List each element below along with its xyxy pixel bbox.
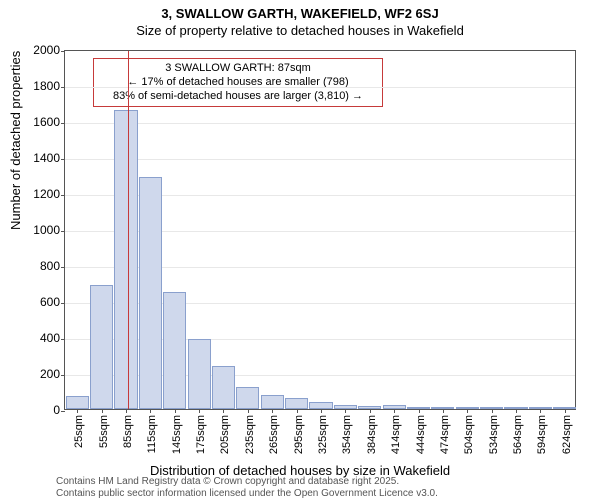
x-tick-label: 564sqm	[512, 415, 524, 454]
x-tick	[345, 409, 346, 413]
x-tick	[175, 409, 176, 413]
grid-line	[65, 123, 575, 124]
y-tick	[61, 411, 65, 412]
annotation-line1: 3 SWALLOW GARTH: 87sqm	[100, 62, 376, 76]
grid-line	[65, 159, 575, 160]
histogram-bar	[139, 177, 162, 409]
footer-line2: Contains public sector information licen…	[56, 488, 438, 500]
annotation-box: 3 SWALLOW GARTH: 87sqm ← 17% of detached…	[93, 58, 383, 107]
x-tick-label: 534sqm	[488, 415, 500, 454]
y-tick-label: 800	[20, 259, 60, 273]
footer-line1: Contains HM Land Registry data © Crown c…	[56, 476, 438, 488]
x-tick	[150, 409, 151, 413]
chart-title-sub: Size of property relative to detached ho…	[0, 21, 600, 38]
plot-area: 3 SWALLOW GARTH: 87sqm ← 17% of detached…	[64, 50, 576, 410]
histogram-bar	[212, 366, 235, 409]
x-tick	[394, 409, 395, 413]
x-tick	[297, 409, 298, 413]
y-tick-label: 1600	[20, 115, 60, 129]
x-tick-label: 624sqm	[561, 415, 573, 454]
x-tick-label: 145sqm	[171, 415, 183, 454]
chart-container: 3, SWALLOW GARTH, WAKEFIELD, WF2 6SJ Siz…	[0, 0, 600, 500]
x-tick	[321, 409, 322, 413]
marker-line	[128, 51, 129, 409]
histogram-bar	[66, 396, 89, 409]
x-tick	[126, 409, 127, 413]
y-tick	[61, 123, 65, 124]
x-tick-label: 25sqm	[73, 415, 85, 448]
x-tick-label: 235sqm	[244, 415, 256, 454]
x-tick-label: 504sqm	[463, 415, 475, 454]
x-tick-label: 55sqm	[98, 415, 110, 448]
histogram-bar	[90, 285, 113, 409]
histogram-bar	[261, 395, 284, 409]
annotation-line3: 83% of semi-detached houses are larger (…	[100, 90, 376, 104]
histogram-bar	[236, 387, 259, 409]
histogram-bar	[309, 402, 332, 409]
x-tick	[492, 409, 493, 413]
x-tick-label: 295sqm	[293, 415, 305, 454]
x-tick-label: 115sqm	[146, 415, 158, 453]
x-tick-label: 474sqm	[439, 415, 451, 454]
y-tick	[61, 231, 65, 232]
y-tick-label: 1000	[20, 223, 60, 237]
x-tick	[540, 409, 541, 413]
y-axis-label: Number of detached properties	[8, 51, 23, 230]
histogram-bar	[188, 339, 211, 409]
y-tick	[61, 195, 65, 196]
x-tick-label: 384sqm	[366, 415, 378, 454]
y-tick	[61, 339, 65, 340]
x-tick-label: 205sqm	[219, 415, 231, 454]
grid-line	[65, 87, 575, 88]
y-tick-label: 2000	[20, 43, 60, 57]
histogram-bar	[285, 398, 308, 409]
x-tick	[102, 409, 103, 413]
x-tick	[272, 409, 273, 413]
y-tick-label: 1800	[20, 79, 60, 93]
histogram-bar	[114, 110, 137, 409]
footer-text: Contains HM Land Registry data © Crown c…	[56, 476, 438, 500]
x-tick	[565, 409, 566, 413]
x-tick-label: 354sqm	[341, 415, 353, 454]
x-tick	[467, 409, 468, 413]
x-tick	[370, 409, 371, 413]
y-tick-label: 600	[20, 295, 60, 309]
x-tick	[77, 409, 78, 413]
x-tick	[419, 409, 420, 413]
x-tick-label: 444sqm	[415, 415, 427, 454]
y-tick-label: 400	[20, 331, 60, 345]
x-tick-label: 325sqm	[317, 415, 329, 454]
y-tick-label: 1400	[20, 151, 60, 165]
x-tick	[248, 409, 249, 413]
y-tick	[61, 303, 65, 304]
y-tick	[61, 267, 65, 268]
x-tick	[223, 409, 224, 413]
y-tick-label: 200	[20, 367, 60, 381]
y-tick	[61, 51, 65, 52]
y-tick	[61, 375, 65, 376]
histogram-bar	[163, 292, 186, 409]
y-tick-label: 0	[20, 403, 60, 417]
x-tick	[443, 409, 444, 413]
x-tick	[199, 409, 200, 413]
x-tick-label: 594sqm	[536, 415, 548, 454]
x-tick-label: 175sqm	[195, 415, 207, 454]
y-tick	[61, 87, 65, 88]
x-tick-label: 414sqm	[390, 415, 402, 454]
y-tick-label: 1200	[20, 187, 60, 201]
chart-title-main: 3, SWALLOW GARTH, WAKEFIELD, WF2 6SJ	[0, 0, 600, 21]
x-tick-label: 85sqm	[122, 415, 134, 448]
x-tick-label: 265sqm	[268, 415, 280, 454]
y-tick	[61, 159, 65, 160]
x-tick	[516, 409, 517, 413]
